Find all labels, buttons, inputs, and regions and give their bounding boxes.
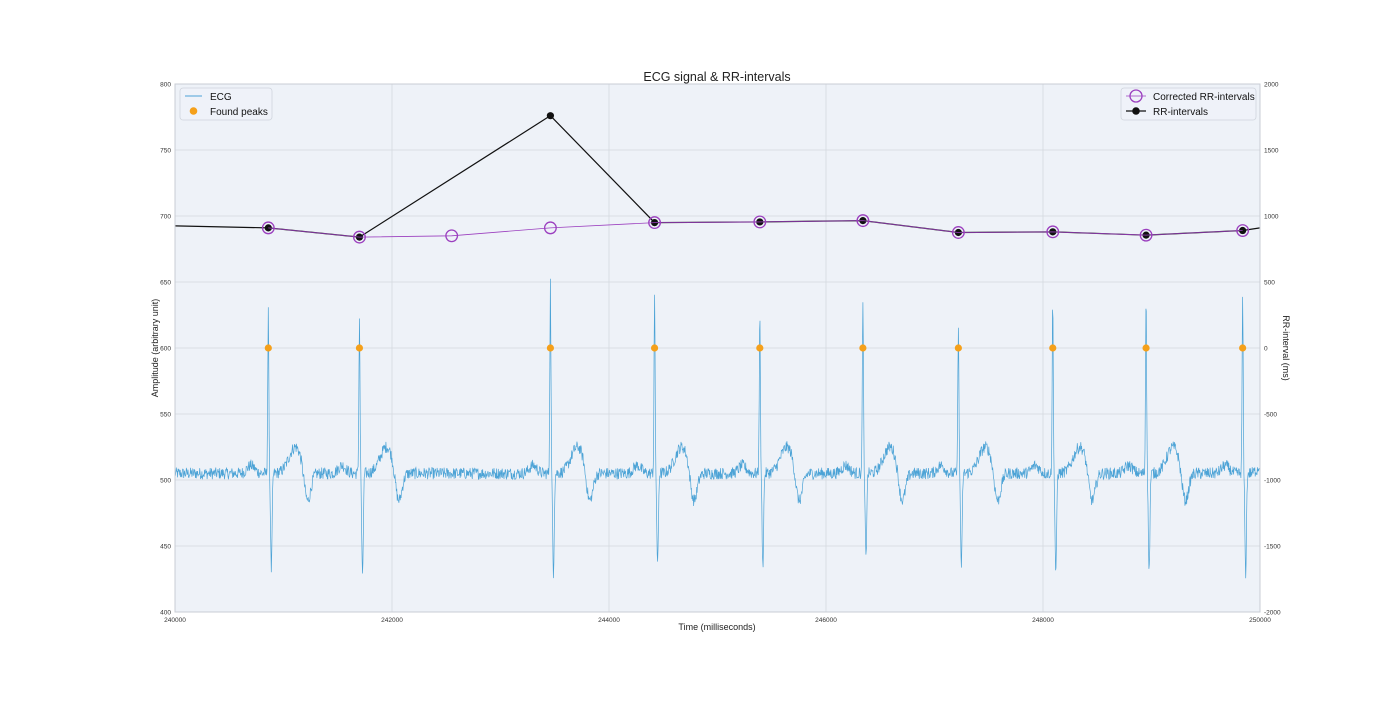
legend-peaks-swatch	[189, 107, 198, 115]
corrected-rr-point	[856, 214, 870, 228]
corrected-rr-point	[753, 215, 767, 229]
x-tick-label: 240000	[164, 617, 186, 624]
found-peak-point	[859, 344, 867, 352]
corrected-rr-point	[648, 216, 662, 230]
corrected-rr-point	[543, 221, 557, 235]
x-axis-label: Time (milliseconds)	[678, 622, 755, 632]
legend-right-box	[1120, 87, 1257, 121]
right-y-tick-label: 2000	[1264, 81, 1279, 88]
legend-ecg-label: ECG	[210, 92, 232, 103]
right-y-tick-label: -500	[1264, 411, 1277, 418]
corrected-rr-line	[268, 220, 1243, 238]
left-y-tick-label: 650	[160, 279, 171, 286]
left-y-tick-label: 550	[160, 411, 171, 418]
left-y-tick-label: 800	[160, 81, 171, 88]
x-tick-label: 250000	[1249, 617, 1271, 624]
found-peak-point	[650, 344, 659, 352]
found-peak-point	[264, 344, 272, 352]
legend-rr-label: RR-intervals	[1153, 107, 1208, 118]
left-y-tick-label: 600	[160, 345, 171, 352]
plot-frame	[174, 83, 1261, 613]
x-ticks: 240000 242000 244000 246000 248000 250000	[164, 617, 1271, 624]
left-y-tick-label: 400	[160, 609, 171, 616]
corrected-rr-point	[353, 230, 366, 244]
legend-peaks-label: Found peaks	[210, 107, 268, 118]
peaks-layer	[264, 344, 1247, 352]
right-y-tick-label: 1500	[1264, 147, 1279, 154]
legend-right: Corrected RR-intervals RR-intervals	[1120, 87, 1257, 121]
left-y-ticks: 400 450 500 550 600 650 700 750 800	[160, 81, 171, 616]
left-y-tick-label: 500	[160, 477, 171, 484]
ecg-layer	[174, 278, 1261, 579]
right-y-tick-label: 500	[1264, 279, 1275, 286]
found-peak-point	[1049, 344, 1057, 352]
x-tick-label: 246000	[815, 617, 837, 624]
found-peak-point	[954, 344, 962, 352]
x-tick-label: 244000	[598, 617, 620, 624]
right-y-tick-label: -1000	[1264, 477, 1281, 484]
legend-rr-swatch	[1132, 107, 1140, 115]
left-y-axis-label: Amplitude (arbitrary unit)	[150, 299, 160, 398]
corrected-rr-layer	[261, 214, 1250, 244]
found-peak-point	[1239, 344, 1247, 352]
found-peak-point	[546, 344, 555, 352]
rr-interval-point	[1239, 226, 1247, 235]
found-peak-point	[1142, 344, 1150, 352]
legend-left: ECG Found peaks	[179, 87, 273, 121]
corrected-rr-point	[1139, 228, 1153, 242]
ecg-signal-line	[174, 278, 1261, 579]
left-y-tick-label: 700	[160, 213, 171, 220]
corrected-rr-point	[951, 226, 965, 239]
right-y-ticks: -2000 -1500 -1000 -500 0 500 1000 1500 2000	[1264, 81, 1281, 616]
rr-interval-point	[546, 112, 555, 120]
left-y-tick-label: 750	[160, 147, 171, 154]
right-y-axis-label: RR-interval (ms)	[1281, 315, 1291, 381]
left-y-tick-label: 450	[160, 543, 171, 550]
corrected-rr-point	[1046, 225, 1060, 239]
right-y-tick-label: 1000	[1264, 213, 1279, 220]
right-y-tick-label: -2000	[1264, 609, 1281, 616]
legend-corrected-label: Corrected RR-intervals	[1153, 92, 1255, 103]
right-y-tick-label: 0	[1264, 345, 1268, 352]
right-y-tick-label: -1500	[1264, 543, 1281, 550]
found-peak-point	[756, 344, 764, 352]
chart-title: ECG signal & RR-intervals	[643, 70, 790, 84]
found-peak-point	[355, 344, 364, 352]
x-tick-label: 242000	[381, 617, 403, 624]
legend-left-box	[179, 87, 273, 121]
legend-corrected-swatch	[1129, 89, 1143, 103]
x-tick-label: 248000	[1032, 617, 1054, 624]
corrected-rr-point	[1236, 224, 1250, 237]
corrected-rr-point	[445, 229, 459, 243]
corrected-rr-point	[261, 221, 275, 235]
